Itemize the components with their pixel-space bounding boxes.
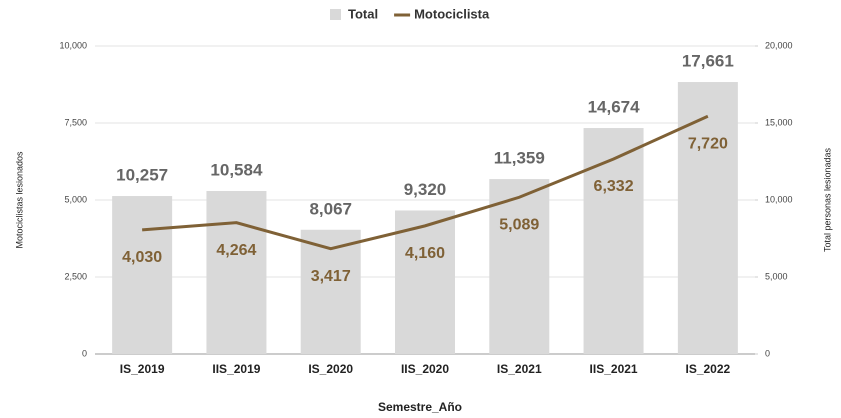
y-tick-label: 0 [82, 348, 87, 358]
bar-value-label: 10,257 [116, 166, 168, 185]
y2-tick-label: 0 [765, 348, 770, 358]
y2-tick-label: 20,000 [765, 40, 793, 50]
line-value-label: 4,030 [122, 249, 162, 266]
legend-swatch [330, 9, 341, 20]
bar-value-label: 8,067 [309, 199, 352, 218]
line-value-label: 6,332 [594, 178, 634, 195]
x-tick-label: IS_2020 [308, 362, 353, 376]
legend-label: Motociclista [414, 6, 490, 21]
y2-tick-label: 15,000 [765, 117, 793, 127]
bar [677, 82, 738, 354]
bar [300, 229, 361, 354]
line [142, 114, 709, 251]
line-value-label: 4,264 [216, 242, 256, 259]
line-value-label: 5,089 [499, 216, 539, 233]
bar-value-label: 11,359 [494, 149, 545, 168]
y2-tick-label: 10,000 [765, 194, 793, 204]
y-tick-label: 7,500 [64, 117, 87, 127]
x-tick-label: IS_2021 [497, 362, 542, 376]
line-value-label: 7,720 [688, 135, 728, 152]
x-axis-title: Semestre_Año [378, 400, 462, 414]
bar-value-label: 17,661 [682, 52, 734, 71]
line-value-label: 3,417 [311, 268, 351, 285]
y-axis-title: Motociclistas lesionados [14, 151, 24, 249]
legend-label: Total [348, 6, 378, 21]
y-tick-label: 5,000 [64, 194, 87, 204]
line-value-label: 4,160 [405, 245, 445, 262]
bar-value-label: 10,584 [210, 160, 263, 179]
bar [395, 210, 455, 354]
x-tick-label: IS_2022 [685, 362, 730, 376]
bar-value-label: 9,320 [404, 180, 447, 199]
x-tick-label: IIS_2021 [590, 362, 638, 376]
bar [583, 128, 644, 354]
bar [206, 191, 267, 354]
y-tick-label: 10,000 [59, 40, 87, 50]
bar-value-label: 14,674 [588, 98, 641, 117]
bar [489, 179, 550, 354]
bar [112, 196, 173, 354]
y2-tick-label: 5,000 [765, 271, 788, 281]
x-tick-label: IIS_2020 [401, 362, 449, 376]
y-tick-label: 2,500 [64, 271, 87, 281]
x-tick-label: IIS_2019 [212, 362, 260, 376]
x-tick-label: IS_2019 [120, 362, 165, 376]
y2-axis-title: Total personas lesionadas [822, 147, 832, 252]
